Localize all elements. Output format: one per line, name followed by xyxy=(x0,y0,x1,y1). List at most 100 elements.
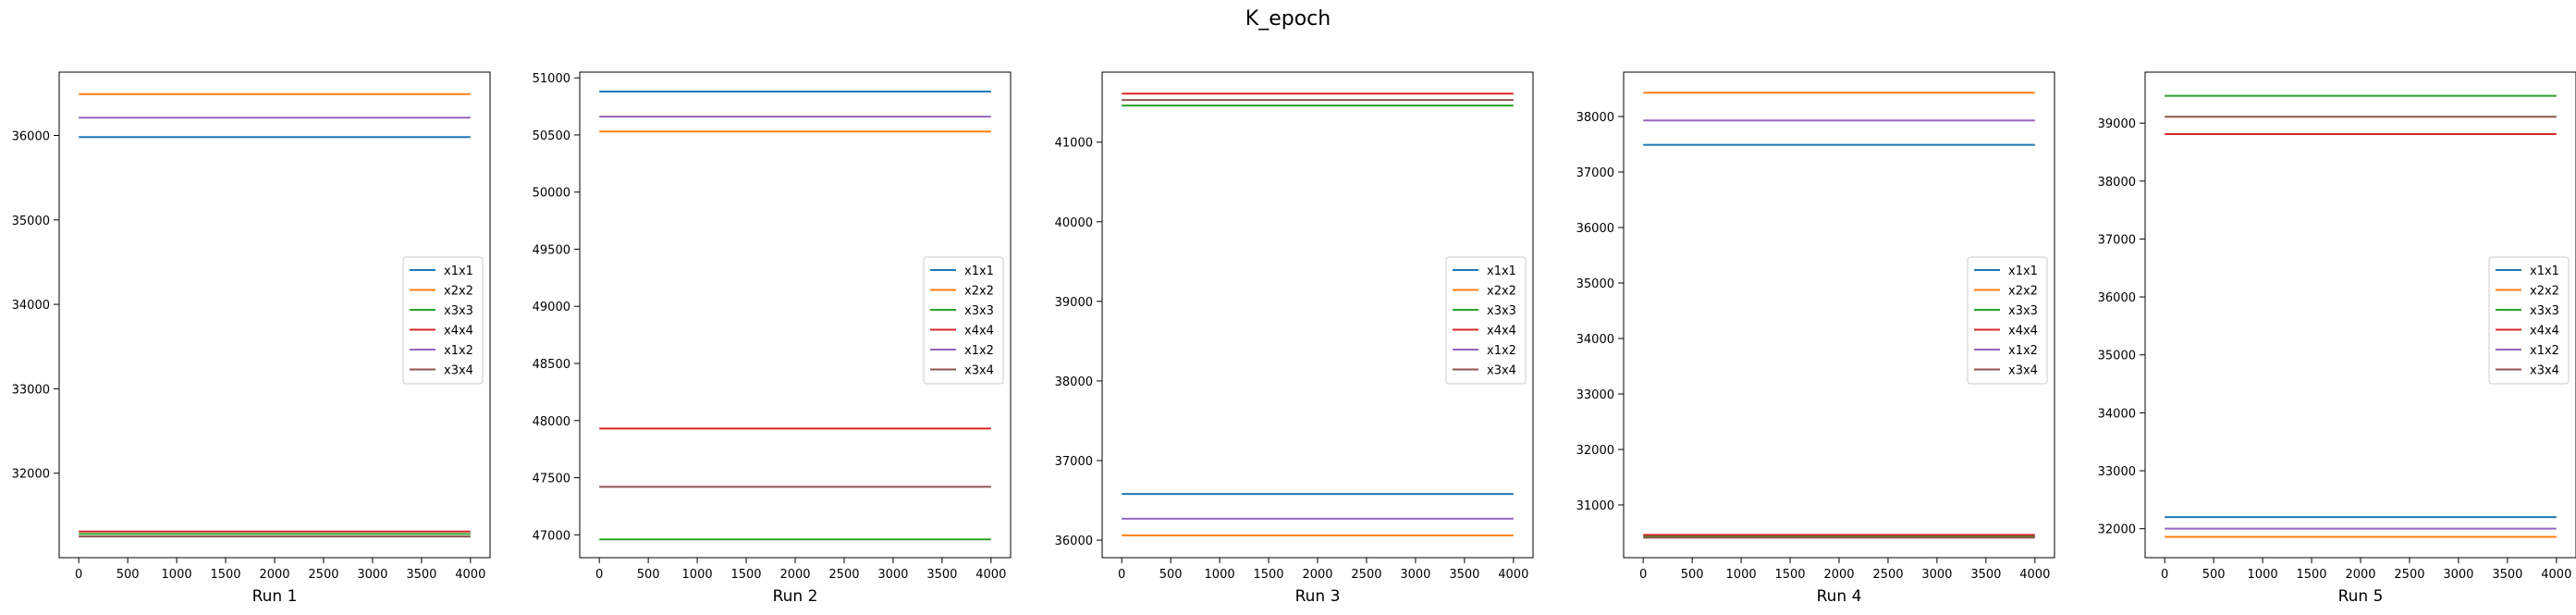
y-tick-label: 36000 xyxy=(1055,535,1093,548)
x-axis-label: Run 2 xyxy=(773,587,818,606)
subplot-1: 0 500 1000 1500 2000 2500 3000 3500 4000 32000 330… xyxy=(12,71,491,606)
legend-label: x4x4 xyxy=(1487,325,1516,338)
x-tick-label: 4000 xyxy=(455,568,485,582)
legend-label: x3x3 xyxy=(2008,304,2038,318)
legend-label: x1x1 xyxy=(964,264,994,278)
y-tick-label: 34000 xyxy=(12,299,50,313)
x-tick-label: 4000 xyxy=(2541,568,2571,582)
y-tick-label: 36000 xyxy=(2098,291,2136,305)
x-tick-label: 2000 xyxy=(779,568,810,582)
x-tick-label: 1500 xyxy=(2296,568,2326,582)
x-tick-label: 0 xyxy=(2161,568,2168,582)
y-tick-label: 47500 xyxy=(533,473,570,486)
x-tick-label: 500 xyxy=(2202,568,2226,582)
legend-label: x3x3 xyxy=(2530,304,2559,318)
x-tick-label: 3500 xyxy=(2492,568,2522,582)
legend-label: x1x2 xyxy=(444,344,473,358)
y-tick-label: 41000 xyxy=(1055,137,1093,151)
legend-box xyxy=(2488,256,2570,385)
x-tick-label: 3500 xyxy=(1449,568,1479,582)
y-tick-label: 35000 xyxy=(1576,277,1614,291)
x-tick-label: 1000 xyxy=(682,568,713,582)
x-axis-label: Run 1 xyxy=(252,587,298,606)
x-tick-label: 4000 xyxy=(1498,568,1528,582)
x-tick-label: 1500 xyxy=(210,568,240,582)
legend-label: x1x2 xyxy=(2008,344,2038,358)
y-tick-label: 40000 xyxy=(1055,216,1093,230)
x-tick-label: 1000 xyxy=(2248,568,2278,582)
y-tick-label: 38000 xyxy=(1576,111,1614,125)
legend-label: x1x1 xyxy=(444,264,473,278)
x-tick-label: 500 xyxy=(1159,568,1183,582)
y-tick-label: 33000 xyxy=(12,383,50,397)
x-tick-label: 2000 xyxy=(1302,568,1332,582)
legend-label: x4x4 xyxy=(2008,325,2038,338)
x-tick-label: 0 xyxy=(1118,568,1125,582)
y-tick-label: 47000 xyxy=(533,529,570,543)
legend-label: x4x4 xyxy=(444,325,473,338)
x-tick-label: 2500 xyxy=(2394,568,2424,582)
y-tick-label: 48500 xyxy=(533,358,570,372)
y-tick-label: 31000 xyxy=(1576,499,1614,513)
legend-label: x1x1 xyxy=(2530,264,2559,278)
x-axis-label: Run 3 xyxy=(1295,587,1341,606)
x-tick-label: 500 xyxy=(117,568,140,582)
x-tick-label: 500 xyxy=(1681,568,1704,582)
y-tick-label: 39000 xyxy=(2098,117,2136,131)
legend-box xyxy=(1445,256,1527,385)
y-tick-label: 50000 xyxy=(533,187,570,201)
legend-box xyxy=(923,256,1004,385)
x-tick-label: 500 xyxy=(637,568,660,582)
x-tick-label: 1500 xyxy=(1253,568,1283,582)
y-tick-label: 32000 xyxy=(12,468,50,482)
y-tick-label: 48000 xyxy=(533,415,570,429)
legend-label: x3x4 xyxy=(964,364,994,378)
legend: x1x1 x2x2 x3x3 x4x4 x1x2 x3x4 xyxy=(402,256,484,385)
legend-label: x2x2 xyxy=(964,285,994,299)
legend-label: x1x1 xyxy=(2008,264,2038,278)
legend: x1x1 x2x2 x3x3 x4x4 x1x2 x3x4 xyxy=(923,256,1004,385)
y-tick-label: 49000 xyxy=(533,301,570,314)
x-tick-label: 1000 xyxy=(1205,568,1235,582)
x-tick-label: 0 xyxy=(75,568,82,582)
y-tick-label: 50500 xyxy=(533,129,570,143)
legend: x1x1 x2x2 x3x3 x4x4 x1x2 x3x4 xyxy=(1967,256,2048,385)
legend-label: x2x2 xyxy=(2008,285,2038,299)
x-tick-label: 0 xyxy=(595,568,603,582)
y-tick-label: 39000 xyxy=(1055,296,1093,310)
legend-label: x1x2 xyxy=(2530,344,2559,358)
legend-label: x3x3 xyxy=(444,304,473,318)
x-tick-label: 1000 xyxy=(1726,568,1757,582)
legend-label: x2x2 xyxy=(444,285,473,299)
subplot-3: 0 500 1000 1500 2000 2500 3000 3500 4000 36000 370… xyxy=(1055,71,1534,606)
y-tick-label: 49500 xyxy=(533,243,570,257)
legend: x1x1 x2x2 x3x3 x4x4 x1x2 x3x4 xyxy=(1445,256,1527,385)
y-tick-label: 34000 xyxy=(1576,333,1614,347)
x-tick-label: 2500 xyxy=(828,568,859,582)
y-tick-label: 51000 xyxy=(533,72,570,86)
x-tick-label: 2000 xyxy=(1823,568,1854,582)
x-tick-label: 2000 xyxy=(2345,568,2375,582)
legend-box xyxy=(402,256,484,385)
x-tick-label: 2500 xyxy=(308,568,338,582)
y-tick-label: 32000 xyxy=(1576,444,1614,458)
x-tick-label: 2000 xyxy=(259,568,289,582)
subplot-5: 0 500 1000 1500 2000 2500 3000 3500 4000 32000 330… xyxy=(2098,71,2576,606)
legend-label: x3x4 xyxy=(1487,364,1516,378)
x-tick-label: 4000 xyxy=(975,568,1006,582)
figure-title: K_epoch xyxy=(1245,7,1331,31)
y-tick-label: 38000 xyxy=(1055,375,1093,389)
x-tick-label: 3500 xyxy=(1970,568,2001,582)
x-tick-label: 3000 xyxy=(877,568,908,582)
legend-label: x3x3 xyxy=(964,304,994,318)
legend-label: x1x1 xyxy=(1487,264,1516,278)
x-tick-label: 3000 xyxy=(1400,568,1430,582)
y-tick-label: 37000 xyxy=(2098,233,2136,247)
legend: x1x1 x2x2 x3x3 x4x4 x1x2 x3x4 xyxy=(2488,256,2570,385)
legend-label: x3x4 xyxy=(2008,364,2038,378)
x-tick-label: 0 xyxy=(1639,568,1647,582)
legend-label: x4x4 xyxy=(2530,325,2559,338)
y-tick-label: 32000 xyxy=(2098,523,2136,537)
legend-label: x1x2 xyxy=(964,344,994,358)
x-axis-label: Run 5 xyxy=(2338,587,2384,606)
